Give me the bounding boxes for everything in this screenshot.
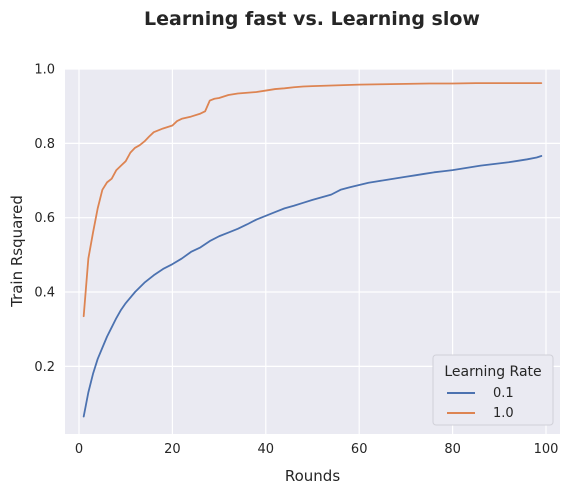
tick-labels: 0 20 40 60 80 100 0.2 0.4 0.6 0.8 1.0 xyxy=(34,63,558,458)
legend-box xyxy=(432,354,554,426)
y-tick-label: 0.2 xyxy=(34,360,55,375)
x-tick-label: 60 xyxy=(351,442,368,457)
series-group xyxy=(82,82,543,418)
y-tick-label: 0.6 xyxy=(34,211,55,226)
y-tick-label: 1.0 xyxy=(34,63,55,78)
x-tick-label: 0 xyxy=(75,442,83,457)
legend-label-1-0: 1.0 xyxy=(493,406,514,421)
y-axis-label: Train Rsquared xyxy=(8,195,26,308)
x-tick-label: 80 xyxy=(444,442,461,457)
series-line-1-0 xyxy=(82,82,543,318)
legend-label-0-1: 0.1 xyxy=(493,386,514,401)
legend: Learning Rate 0.1 1.0 xyxy=(432,354,554,426)
series-line-0-1 xyxy=(82,155,543,418)
x-tick-label: 100 xyxy=(534,442,559,457)
chart-title: Learning fast vs. Learning slow xyxy=(144,8,480,30)
x-axis-label: Rounds xyxy=(285,467,340,485)
x-tick-label: 40 xyxy=(258,442,275,457)
y-tick-label: 0.4 xyxy=(34,286,55,301)
grid xyxy=(65,68,560,434)
legend-title: Learning Rate xyxy=(444,364,541,380)
x-tick-label: 20 xyxy=(164,442,181,457)
y-tick-label: 0.8 xyxy=(34,137,55,152)
